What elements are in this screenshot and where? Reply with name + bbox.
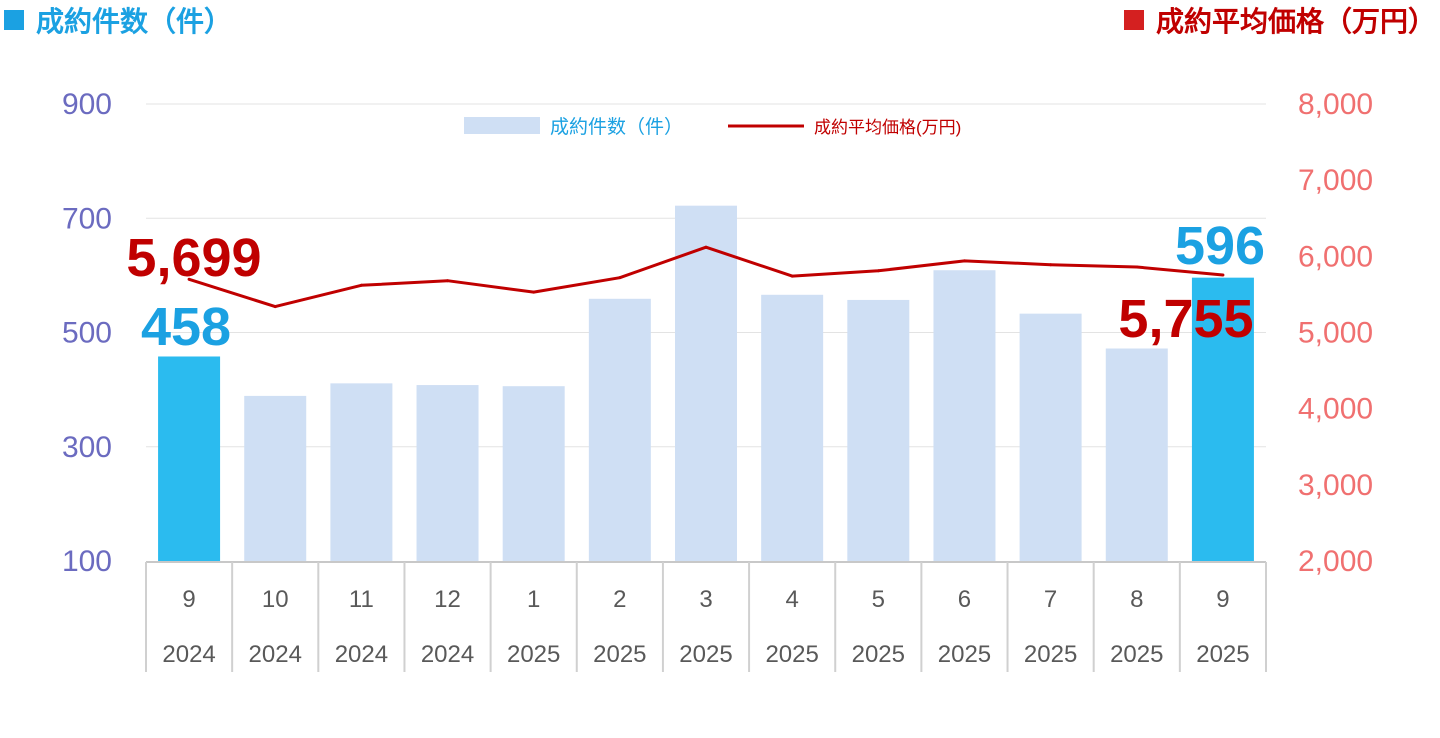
bar: [330, 383, 393, 561]
line-point: [876, 269, 880, 273]
bar: [1019, 313, 1082, 561]
y-right-tick-label: 7,000: [1298, 164, 1373, 197]
bar: [675, 205, 737, 561]
bar: [761, 294, 824, 561]
x-tick-year: 2025: [938, 641, 991, 668]
bar: [158, 356, 221, 561]
data-label: 458: [141, 297, 231, 357]
bar: [847, 299, 910, 561]
x-tick-month: 11: [349, 586, 374, 613]
left-axis-title-text: 成約件数（件）: [36, 6, 233, 37]
x-tick-month: 10: [262, 586, 289, 613]
right-axis-title-text: 成約平均価格（万円）: [1155, 6, 1436, 37]
x-tick-year: 2025: [679, 641, 732, 668]
x-tick-year: 2025: [1024, 641, 1077, 668]
x-tick-month: 3: [699, 586, 712, 613]
x-tick-month: 5: [872, 586, 885, 613]
data-label: 5,755: [1118, 289, 1253, 349]
y-left-tick-label: 500: [62, 317, 112, 350]
y-right-tick-label: 5,000: [1298, 317, 1373, 350]
x-tick-month: 9: [182, 586, 195, 613]
right-axis-title: 成約平均価格（万円）: [1123, 2, 1436, 38]
x-tick-month: 2: [613, 586, 626, 613]
line-point: [187, 277, 191, 281]
line-point: [446, 279, 450, 283]
legend-bar-label: 成約件数（件）: [550, 116, 683, 138]
x-tick-month: 7: [1044, 586, 1057, 613]
line-point: [790, 274, 794, 278]
line-point: [1221, 273, 1225, 277]
line-point: [704, 245, 708, 249]
bar: [933, 270, 996, 561]
x-tick-year: 2024: [421, 641, 474, 668]
y-left-tick-label: 100: [62, 545, 112, 578]
x-tick-month: 1: [527, 586, 540, 613]
left-axis-title: 成約件数（件）: [0, 2, 232, 38]
line-point: [618, 276, 622, 280]
y-left-tick-label: 700: [62, 202, 112, 235]
line-point: [1049, 263, 1053, 267]
x-tick-month: 8: [1130, 586, 1143, 613]
x-tick-year: 2024: [335, 641, 388, 668]
line-point: [359, 283, 363, 287]
y-right-tick-label: 4,000: [1298, 393, 1373, 426]
x-tick-year: 2025: [765, 641, 818, 668]
y-right-tick-label: 3,000: [1298, 469, 1373, 502]
data-label: 5,699: [126, 228, 261, 288]
x-tick-month: 4: [785, 586, 798, 613]
legend-line-label: 成約平均価格(万円): [814, 118, 961, 137]
x-tick-year: 2025: [852, 641, 905, 668]
bar: [588, 298, 651, 561]
line-point: [273, 305, 277, 309]
x-tick-year: 2024: [249, 641, 302, 668]
y-right-tick-label: 2,000: [1298, 545, 1373, 578]
y-left-tick-label: 900: [62, 88, 112, 121]
line-point: [1135, 265, 1139, 269]
y-right-tick-label: 8,000: [1298, 88, 1373, 121]
x-tick-year: 2025: [1110, 641, 1163, 668]
x-tick-year: 2025: [507, 641, 560, 668]
bar: [1191, 277, 1254, 561]
bar: [1105, 348, 1168, 561]
x-tick-year: 2024: [162, 641, 215, 668]
line-point: [962, 259, 966, 263]
line-point: [532, 290, 536, 294]
y-left-tick-label: 300: [62, 431, 112, 464]
blue-square-icon: [4, 10, 24, 30]
bar: [416, 385, 479, 561]
bar: [244, 395, 307, 561]
data-label: 596: [1175, 216, 1265, 276]
y-right-tick-label: 6,000: [1298, 240, 1373, 273]
legend-bar-swatch: [464, 117, 540, 134]
red-square-icon: [1123, 10, 1144, 30]
x-tick-year: 2025: [1196, 641, 1249, 668]
x-tick-year: 2025: [593, 641, 646, 668]
x-tick-month: 6: [958, 586, 971, 613]
x-tick-month: 12: [434, 586, 461, 613]
bar: [502, 386, 565, 561]
x-tick-month: 9: [1216, 586, 1229, 613]
